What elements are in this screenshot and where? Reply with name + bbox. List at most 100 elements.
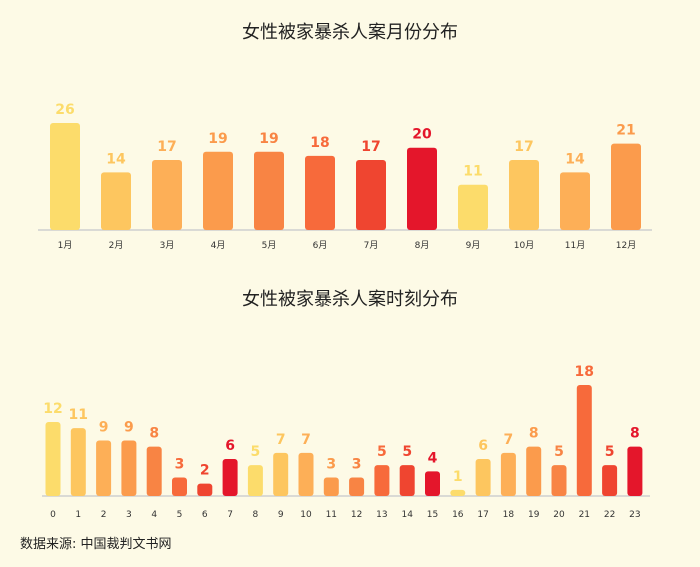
tick-label-1-23: 23 <box>629 510 640 520</box>
data-label-0-5: 18 <box>310 135 329 151</box>
data-label-1-2: 9 <box>99 420 109 436</box>
bar-1-1 <box>70 428 86 496</box>
tick-label-1-17: 17 <box>477 510 488 520</box>
bar-1-9 <box>273 452 289 496</box>
data-label-1-17: 6 <box>478 438 488 454</box>
tick-label-1-13: 13 <box>376 510 387 520</box>
bar-1-17 <box>475 459 491 496</box>
tick-label-0-10: 11月 <box>565 240 585 251</box>
bar-1-15 <box>425 471 440 496</box>
tick-label-1-11: 11 <box>326 510 337 520</box>
tick-label-1-10: 10 <box>300 510 312 520</box>
tick-label-1-19: 19 <box>528 510 540 520</box>
tick-label-1-4: 4 <box>151 510 157 520</box>
bar-0-3 <box>203 151 233 230</box>
data-label-0-9: 17 <box>514 139 533 155</box>
bar-1-7 <box>222 459 238 496</box>
tick-label-0-8: 9月 <box>466 240 481 251</box>
bar-0-0 <box>50 123 80 230</box>
bar-1-16 <box>450 489 466 496</box>
bar-0-5 <box>305 155 335 230</box>
data-label-1-15: 4 <box>428 450 438 466</box>
data-label-1-20: 5 <box>554 444 564 460</box>
bar-1-13 <box>374 465 390 496</box>
data-label-1-14: 5 <box>402 444 412 460</box>
tick-label-1-18: 18 <box>503 510 515 520</box>
chart-title-month: 女性被家暴杀人案月份分布 <box>242 22 458 43</box>
chart-title-hour: 女性被家暴杀人案时刻分布 <box>242 289 458 310</box>
data-label-1-10: 7 <box>301 432 311 448</box>
bar-1-20 <box>551 465 567 496</box>
bar-0-11 <box>611 143 641 230</box>
tick-label-1-16: 16 <box>452 510 464 520</box>
tick-label-1-15: 15 <box>427 510 438 520</box>
source-note: 数据来源: 中国裁判文书网 <box>20 537 172 552</box>
bar-1-8 <box>247 465 263 496</box>
bar-1-5 <box>172 477 187 496</box>
bar-0-10 <box>560 172 590 230</box>
data-label-0-6: 17 <box>361 139 380 155</box>
tick-label-1-21: 21 <box>579 510 590 520</box>
data-label-0-11: 21 <box>616 123 635 139</box>
tick-label-1-22: 22 <box>604 510 615 520</box>
bar-1-10 <box>298 452 314 496</box>
bar-1-11 <box>323 477 339 496</box>
tick-label-1-1: 1 <box>75 510 81 520</box>
tick-label-0-0: 1月 <box>58 240 73 251</box>
bar-1-22 <box>602 465 618 496</box>
tick-label-1-6: 6 <box>202 510 208 520</box>
tick-label-1-3: 3 <box>126 510 132 520</box>
bar-1-19 <box>526 446 542 496</box>
bar-1-6 <box>197 483 213 496</box>
data-label-1-23: 8 <box>630 426 640 442</box>
tick-label-1-5: 5 <box>177 510 183 520</box>
tick-label-1-20: 20 <box>553 510 565 520</box>
bar-1-0 <box>45 422 61 496</box>
tick-label-1-7: 7 <box>227 510 233 520</box>
data-label-1-9: 7 <box>276 432 286 448</box>
bar-1-2 <box>96 440 112 496</box>
month-bar-chart: 26 1月 14 2月 17 3月 19 4月 19 5月 18 6月 17 7月 20 8月 11 9月 17 10… <box>38 102 652 251</box>
data-label-1-6: 2 <box>200 463 210 479</box>
tick-label-1-0: 0 <box>50 510 56 520</box>
bar-1-18 <box>500 452 516 496</box>
bar-1-4 <box>146 446 162 496</box>
data-label-1-16: 1 <box>453 469 463 485</box>
bar-1-14 <box>399 465 415 496</box>
tick-label-1-14: 14 <box>401 510 413 520</box>
tick-label-0-6: 7月 <box>364 240 379 251</box>
tick-label-1-2: 2 <box>101 510 107 520</box>
data-label-0-3: 19 <box>208 131 227 147</box>
data-label-0-8: 11 <box>463 164 482 180</box>
data-label-1-0: 12 <box>43 401 62 417</box>
bar-1-12 <box>349 477 365 496</box>
tick-label-0-1: 2月 <box>109 240 124 251</box>
data-label-0-0: 26 <box>55 102 74 118</box>
hour-bar-chart: 1201119293843526675879710311312513514415… <box>42 364 650 520</box>
bar-0-1 <box>101 172 131 230</box>
bar-0-2 <box>152 160 182 230</box>
data-label-0-1: 14 <box>106 151 126 167</box>
data-label-1-11: 3 <box>326 457 336 473</box>
tick-label-0-11: 12月 <box>616 240 636 251</box>
tick-label-1-9: 9 <box>278 510 284 520</box>
data-label-1-1: 11 <box>69 407 88 423</box>
data-label-1-22: 5 <box>605 444 615 460</box>
bar-1-3 <box>121 440 137 496</box>
bar-0-7 <box>407 147 437 230</box>
tick-label-0-9: 10月 <box>514 240 534 251</box>
data-label-1-21: 18 <box>575 364 594 380</box>
bar-1-23 <box>627 446 643 496</box>
tick-label-0-5: 6月 <box>313 240 328 251</box>
data-label-0-7: 20 <box>412 127 432 143</box>
data-label-0-10: 14 <box>565 151 585 167</box>
tick-label-0-7: 8月 <box>415 240 430 251</box>
data-label-1-12: 3 <box>352 457 362 473</box>
data-label-1-19: 8 <box>529 426 539 442</box>
data-label-0-2: 17 <box>157 139 176 155</box>
bar-0-8 <box>458 184 488 230</box>
data-label-1-4: 8 <box>149 426 159 442</box>
bar-0-9 <box>509 160 539 230</box>
data-label-0-4: 19 <box>259 131 278 147</box>
